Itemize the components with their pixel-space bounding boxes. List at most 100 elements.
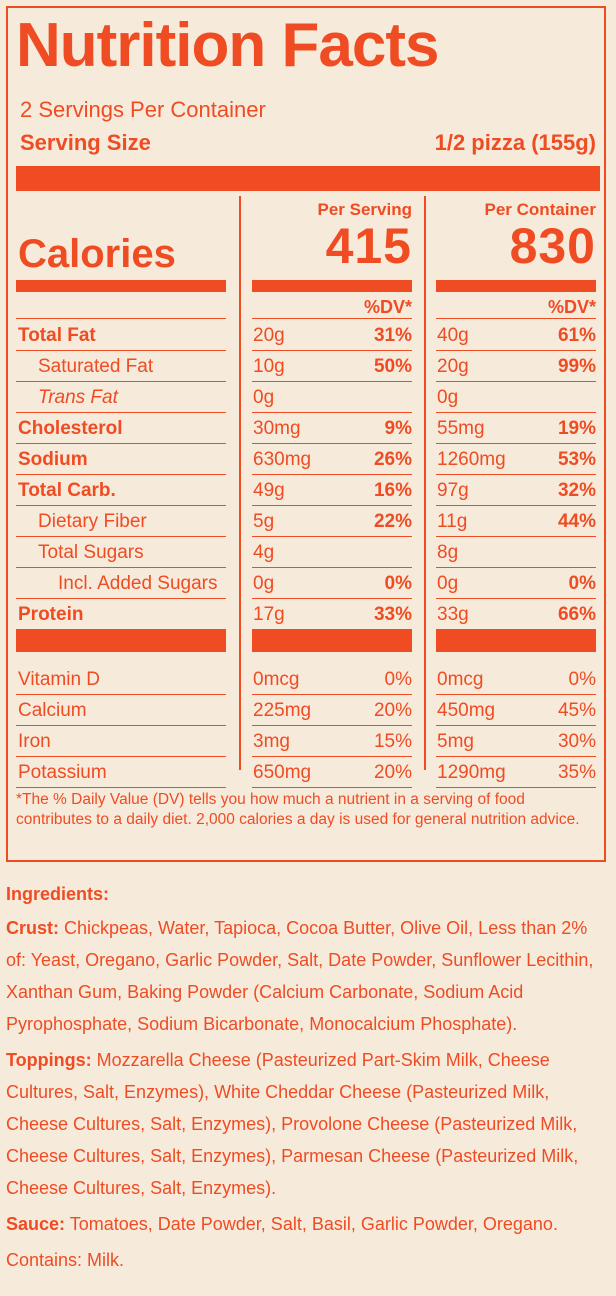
container-amount: 55mg	[437, 418, 485, 439]
row-rule-2	[436, 381, 596, 382]
dv-header-serving: %DV*	[363, 297, 412, 317]
serving-amount: 0g	[253, 573, 275, 594]
row-rule-1	[252, 787, 412, 788]
toppings-label: Toppings:	[6, 1050, 92, 1070]
serving-amount: 0g	[253, 387, 275, 408]
container-dv: 19%	[557, 418, 596, 439]
row-rule-0	[16, 725, 226, 726]
container-dv: 30%	[557, 731, 596, 752]
servings-per-container: 2 Servings Per Container	[20, 97, 266, 122]
container-dv	[506, 537, 596, 568]
serving-amount: 650mg	[253, 762, 312, 783]
serving-amount: 4g	[253, 542, 275, 563]
serving-dv: 50%	[373, 356, 412, 377]
dv-header-container: %DV*	[547, 297, 596, 317]
row-rule-2	[436, 505, 596, 506]
row-rule-2	[436, 725, 596, 726]
container-amount: 97g	[437, 480, 469, 501]
nutrient-name: Protein	[18, 604, 84, 625]
container-amount: 0mcg	[437, 669, 484, 690]
calories-per-serving: 415	[325, 218, 412, 274]
crust-text: Chickpeas, Water, Tapioca, Cocoa Butter,…	[6, 918, 594, 1034]
container-dv: 53%	[557, 449, 596, 470]
container-dv: 61%	[557, 325, 596, 346]
container-dv: 45%	[557, 700, 596, 721]
row-rule-2	[436, 694, 596, 695]
row-rule-0	[16, 381, 226, 382]
serving-dv	[322, 537, 412, 568]
container-amount: 40g	[437, 325, 469, 346]
row-rule-1	[252, 598, 412, 599]
serving-amount: 3mg	[253, 731, 290, 752]
nutrient-name: Calcium	[18, 700, 87, 721]
row-rule-1	[252, 381, 412, 382]
serving-dv: 31%	[373, 325, 412, 346]
crust-ingredients: Crust: Chickpeas, Water, Tapioca, Cocoa …	[6, 912, 610, 1040]
calories-bar-1	[16, 280, 226, 292]
nutrient-name: Cholesterol	[18, 418, 123, 439]
row-rule-0	[16, 505, 226, 506]
container-dv: 44%	[557, 511, 596, 532]
serving-dv: 0%	[384, 573, 412, 594]
serving-dv: 9%	[384, 418, 412, 439]
container-amount: 5mg	[437, 731, 474, 752]
calories-bar-2	[252, 280, 412, 292]
sauce-label: Sauce:	[6, 1214, 66, 1234]
container-amount: 450mg	[437, 700, 496, 721]
nutrient-name: Potassium	[18, 762, 107, 783]
row-rule-1	[252, 443, 412, 444]
nutrient-name: Incl. Added Sugars	[58, 573, 218, 594]
vitamin-separator-bar-0	[16, 630, 226, 652]
dv-header-rule-1	[252, 318, 412, 319]
serving-amount: 20g	[253, 325, 285, 346]
container-dv: 99%	[557, 356, 596, 377]
row-rule-0	[16, 756, 226, 757]
dv-header-rule-0	[16, 318, 226, 319]
row-rule-0	[16, 350, 226, 351]
nutrition-title: Nutrition Facts	[16, 11, 439, 80]
sauce-ingredients: Sauce: Tomatoes, Date Powder, Salt, Basi…	[6, 1208, 610, 1240]
serving-size-value: 1/2 pizza (155g)	[434, 130, 596, 155]
column-divider-left	[239, 196, 241, 770]
row-rule-0	[16, 443, 226, 444]
nutrient-name: Sodium	[18, 449, 88, 470]
row-rule-1	[252, 725, 412, 726]
serving-amount: 225mg	[253, 700, 312, 721]
row-rule-2	[436, 536, 596, 537]
row-rule-2	[436, 756, 596, 757]
container-dv: 32%	[557, 480, 596, 501]
row-rule-0	[16, 694, 226, 695]
serving-dv: 20%	[373, 762, 412, 783]
row-rule-2	[436, 567, 596, 568]
serving-dv: 26%	[373, 449, 412, 470]
serving-amount: 5g	[253, 511, 275, 532]
container-amount: 1260mg	[437, 449, 506, 470]
row-rule-2	[436, 474, 596, 475]
row-rule-1	[252, 350, 412, 351]
nutrition-facts-panel	[6, 6, 606, 862]
serving-amount: 30mg	[253, 418, 301, 439]
row-rule-2	[436, 787, 596, 788]
container-amount: 0g	[437, 573, 459, 594]
nutrient-name: Total Sugars	[38, 542, 144, 563]
serving-dv: 15%	[373, 731, 412, 752]
row-rule-1	[252, 756, 412, 757]
serving-dv: 33%	[373, 604, 412, 625]
container-dv: 66%	[557, 604, 596, 625]
container-dv: 0%	[568, 669, 596, 690]
nutrient-name: Saturated Fat	[38, 356, 154, 377]
row-rule-0	[16, 787, 226, 788]
row-rule-2	[436, 412, 596, 413]
dv-header-rule-2	[436, 318, 596, 319]
container-dv: 35%	[557, 762, 596, 783]
row-rule-1	[252, 694, 412, 695]
nutrient-name: Trans Fat	[38, 387, 118, 408]
thick-divider-top	[16, 166, 600, 191]
container-amount: 33g	[437, 604, 469, 625]
container-amount: 11g	[437, 511, 468, 532]
container-amount: 20g	[437, 356, 469, 377]
serving-dv	[322, 382, 412, 413]
serving-dv: 0%	[384, 669, 412, 690]
row-rule-1	[252, 567, 412, 568]
vitamin-separator-bar-1	[252, 630, 412, 652]
